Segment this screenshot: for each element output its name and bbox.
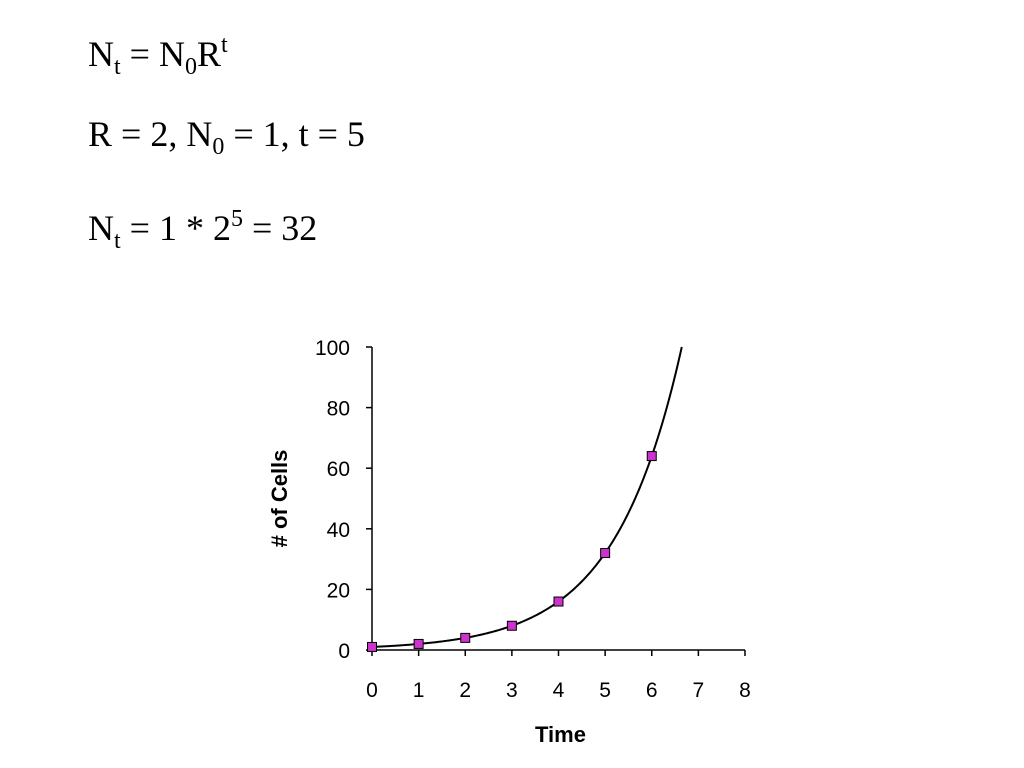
x-tick-label: 3: [506, 679, 518, 702]
formula-result: Nt = 1 * 25 = 32: [88, 206, 318, 253]
formula-subscript: 0: [212, 134, 225, 160]
x-tick-label: 4: [553, 679, 565, 702]
data-point-marker: [506, 620, 517, 631]
formula-term: N: [158, 34, 185, 74]
data-point-marker: [367, 641, 377, 652]
x-tick-label: 2: [459, 679, 471, 702]
formula-term: = 32: [242, 208, 318, 248]
y-tick-label: 20: [327, 579, 350, 602]
formula-term: N: [88, 34, 114, 74]
x-tick-label: 1: [413, 679, 425, 702]
formula-subscript: 0: [184, 54, 197, 80]
x-axis-label: Time: [535, 722, 586, 747]
data-point-marker: [553, 596, 564, 607]
data-point-marker: [460, 632, 471, 643]
formula-subscript: t: [114, 228, 121, 254]
formula-growth-equation: Nt = N0Rt: [88, 32, 228, 79]
formula-term: R: [196, 34, 221, 74]
x-tick-label: 8: [739, 679, 751, 702]
data-point-marker: [600, 548, 611, 559]
formula-superscript: t: [221, 32, 228, 58]
y-axis-label: # of Cells: [267, 450, 292, 548]
formula-superscript: 5: [230, 206, 243, 232]
trendline-curve: [371, 346, 683, 648]
chart-ticks: 0 20 40 60 80 100 0 1 2 3 4 5 6 7 8: [315, 337, 751, 702]
y-tick-label: 80: [327, 398, 350, 421]
data-points: [367, 451, 657, 652]
data-point-marker: [646, 451, 657, 462]
formula-term: = 1, t = 5: [224, 114, 365, 154]
y-tick-label: 100: [315, 337, 350, 360]
y-tick-label: 60: [327, 458, 350, 481]
formula-term: R = 2, N: [88, 114, 213, 154]
formula-parameters: R = 2, N0 = 1, t = 5: [88, 114, 365, 159]
y-tick-label: 40: [327, 519, 350, 542]
formula-term: =: [120, 34, 159, 74]
formula-term: = 1 * 2: [120, 208, 231, 248]
data-point-marker: [413, 638, 424, 649]
x-tick-label: 7: [693, 679, 705, 702]
formula-subscript: t: [114, 54, 121, 80]
formula-term: N: [88, 208, 114, 248]
y-tick-label: 0: [338, 640, 350, 663]
x-tick-label: 6: [646, 679, 658, 702]
x-tick-label: 5: [599, 679, 611, 702]
x-tick-label: 0: [366, 679, 378, 702]
